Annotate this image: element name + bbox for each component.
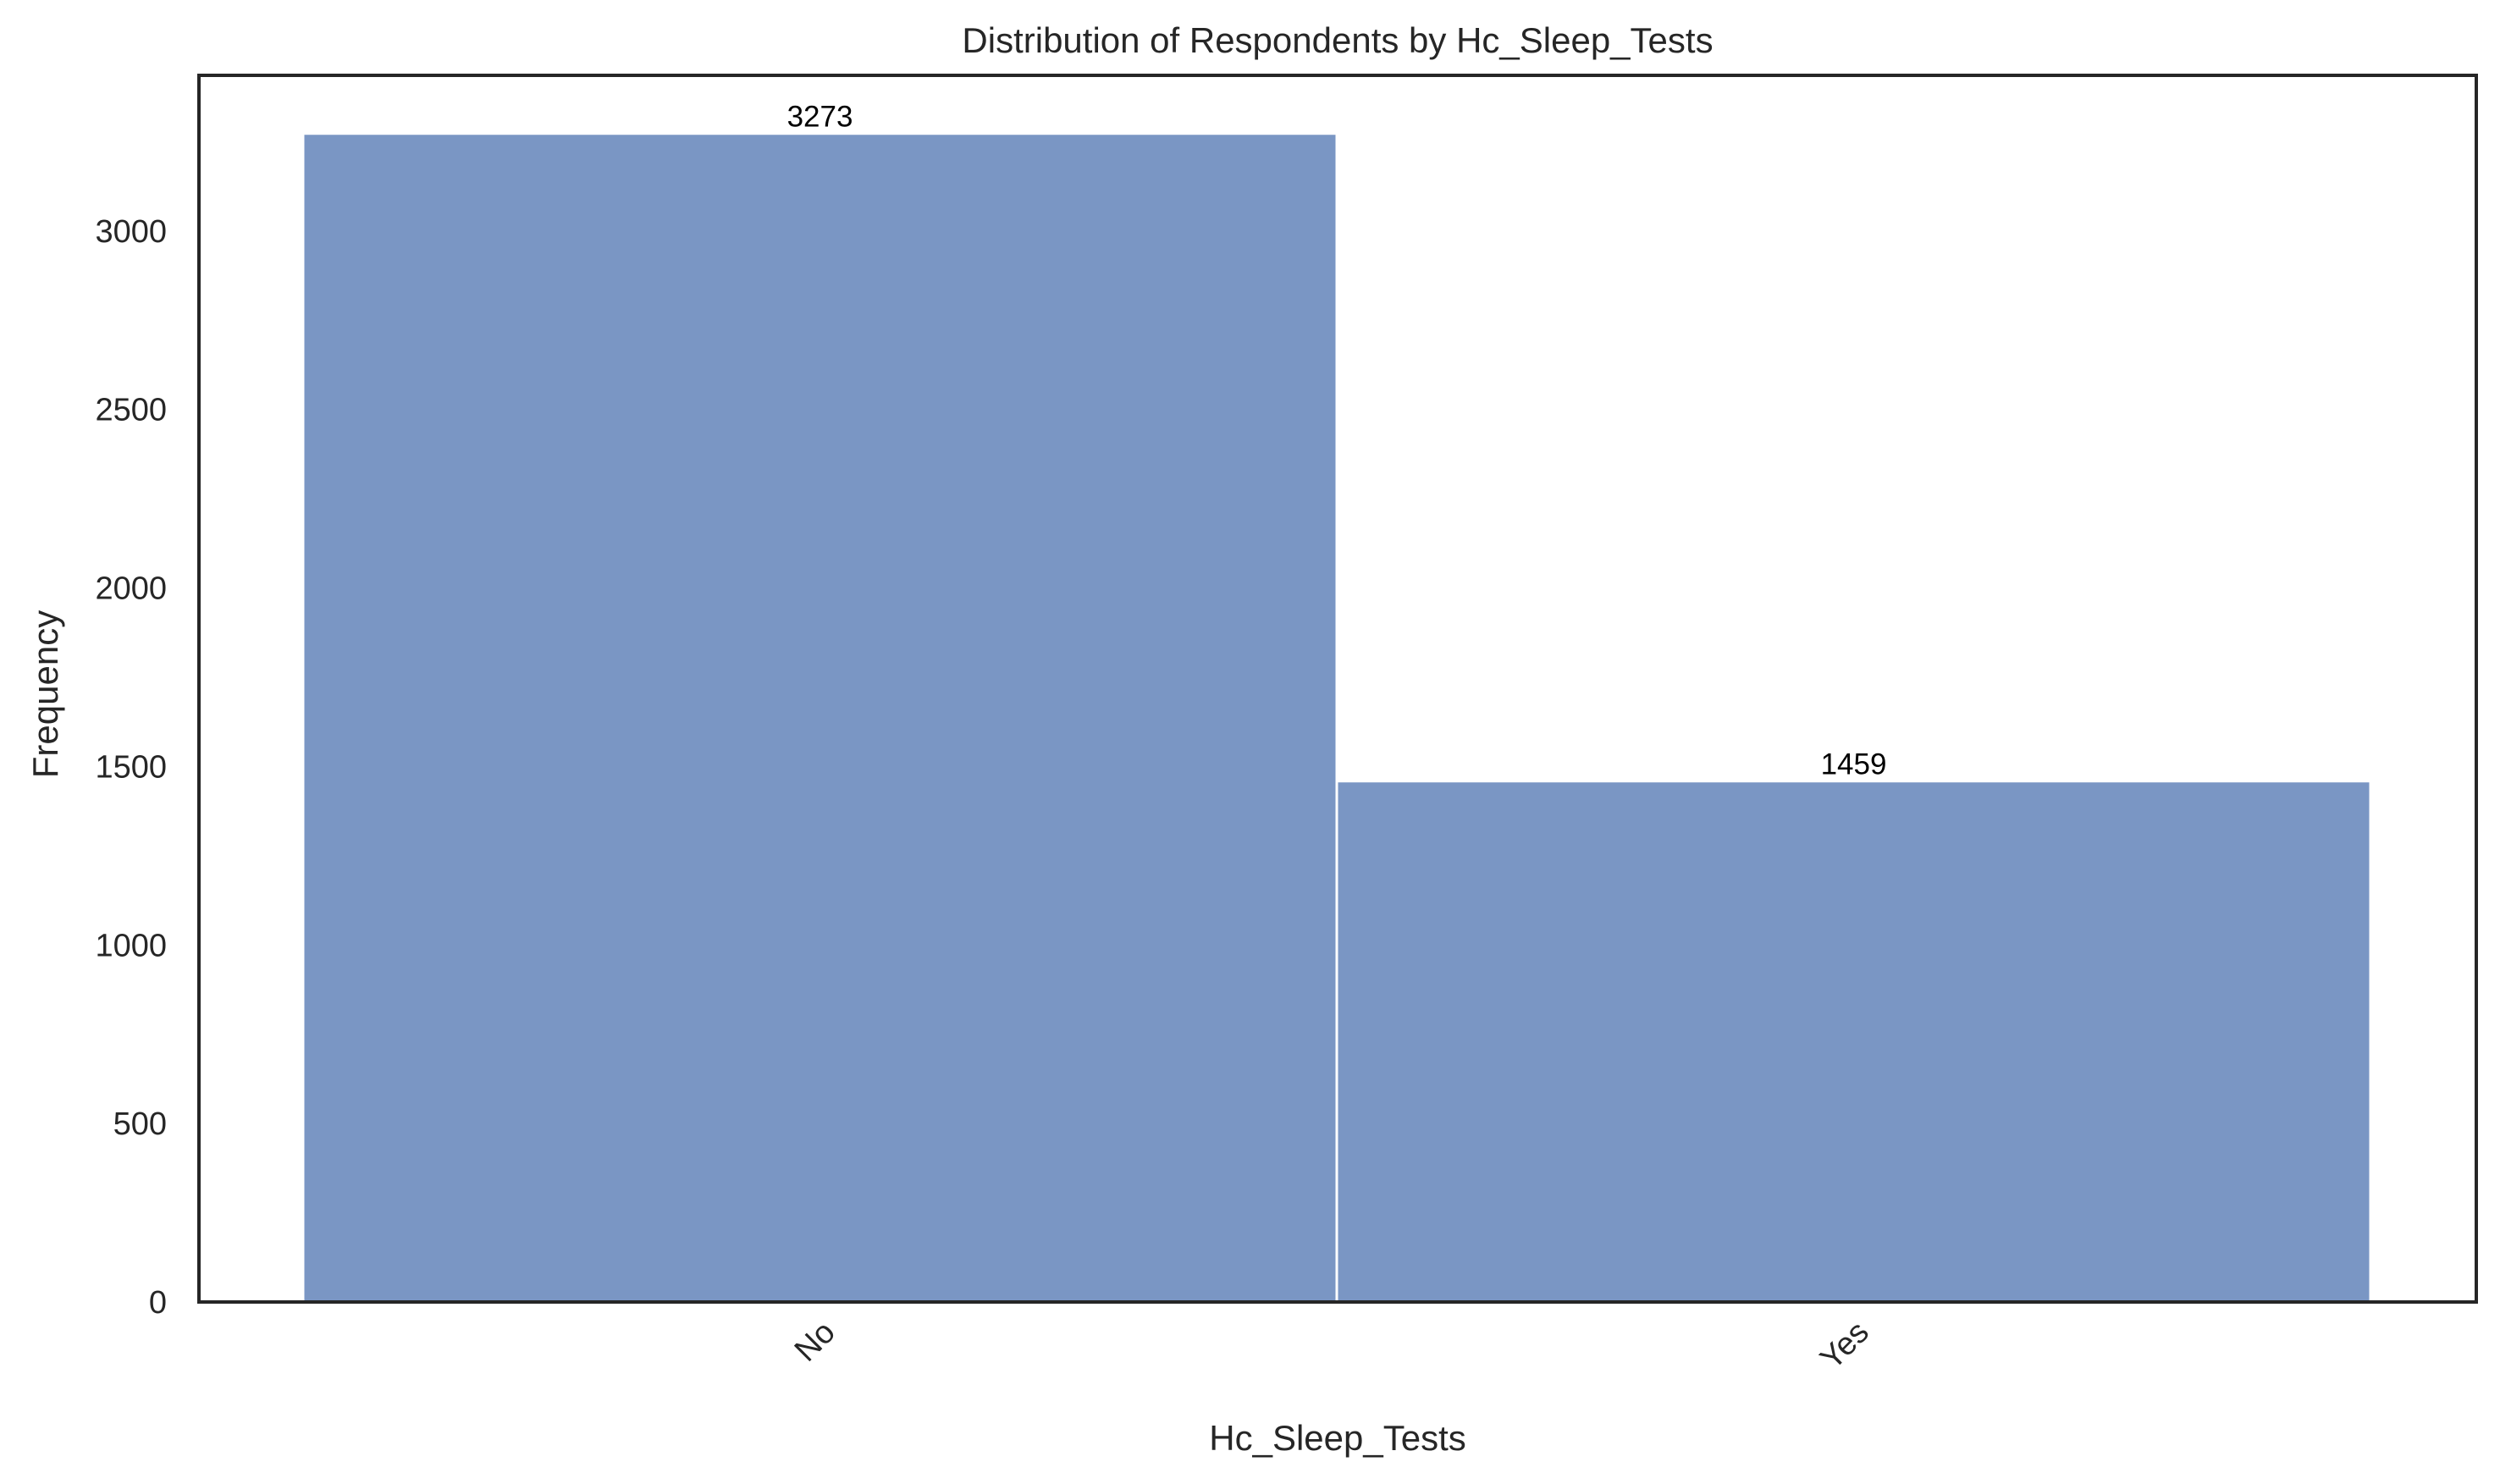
bar-yes (1335, 780, 2372, 1304)
y-axis-label: Frequency (25, 610, 65, 778)
x-axis-label: Hc_Sleep_Tests (1209, 1418, 1466, 1458)
y-tick-label: 2000 (95, 571, 167, 607)
plot-frame (197, 74, 2478, 1304)
data-label-yes: 1459 (1821, 748, 1887, 781)
bars-group (301, 132, 2372, 1304)
y-tick-label: 1000 (95, 928, 167, 963)
data-labels-group: 3273 1459 (787, 101, 1887, 781)
y-tick-label: 3000 (95, 214, 167, 250)
y-tick-label: 2500 (95, 393, 167, 428)
y-tick-label: 500 (113, 1106, 167, 1142)
bar-no (301, 132, 1338, 1304)
data-label-no: 3273 (787, 101, 853, 134)
y-tick-label: 1500 (95, 749, 167, 785)
y-tick-label: 0 (149, 1285, 167, 1321)
y-axis-ticks: 0 500 1000 1500 2000 2500 3000 (95, 214, 167, 1321)
chart-title: Distribution of Respondents by Hc_Sleep_… (962, 20, 1713, 60)
